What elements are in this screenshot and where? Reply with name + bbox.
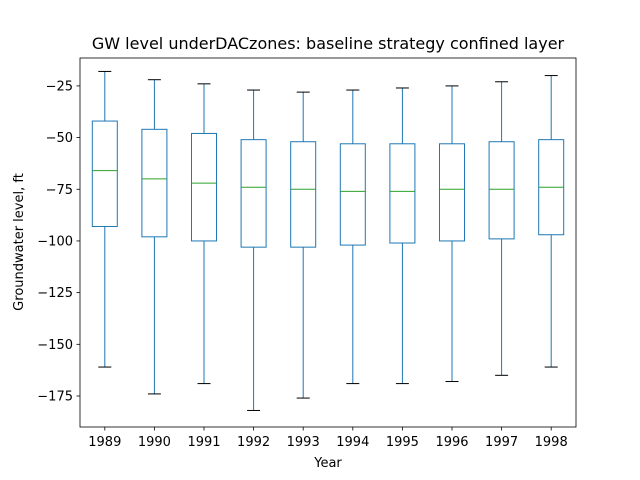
box-group-1994 [339,89,366,385]
box-iqr [290,141,317,248]
y-tick-label: −50 [46,131,73,146]
y-tick-label: −25 [46,79,73,94]
box-group-1992 [240,89,267,411]
box-iqr [488,141,515,240]
box-iqr [339,143,366,246]
y-tick-label: −175 [37,389,73,404]
y-tick-label: −75 [46,183,73,198]
x-tick-label: 1994 [336,435,369,450]
box-group-1993 [290,91,317,399]
box-group-1997 [488,81,515,376]
x-tick-label: 1997 [485,435,518,450]
box-iqr [389,143,416,244]
x-tick-label: 1990 [138,435,171,450]
box-group-1998 [538,75,565,368]
y-tick-label: −100 [37,234,73,249]
chart-title: GW level underDACzones: baseline strateg… [92,34,565,53]
plot-marks [91,70,565,411]
box-group-1991 [191,83,217,385]
x-axis-label: Year [313,456,342,471]
box-iqr [91,120,118,227]
x-tick-label: 1992 [237,435,270,450]
y-tick-label: −150 [37,338,73,353]
x-tick-label: 1996 [435,435,468,450]
box-group-1989 [91,70,118,368]
y-axis-label: Groundwater level, ft [12,173,27,311]
box-group-1995 [389,87,416,385]
box-iqr [439,143,465,242]
axes-frame [79,57,577,428]
box-iqr [240,139,267,248]
box-iqr [191,132,217,242]
x-tick-label: 1993 [287,435,320,450]
box-group-1990 [141,79,168,395]
x-tick-label: 1998 [535,435,568,450]
y-axis: −25 −50 −75 −100 −125 −150 −175 [37,79,80,404]
x-tick-label: 1995 [386,435,419,450]
x-axis: 1989 1990 1991 1992 1993 1994 1995 1996 1997 1998 [88,427,568,450]
x-tick-label: 1989 [88,435,121,450]
box-iqr [141,128,168,238]
box-group-1996 [439,85,465,383]
x-tick-label: 1991 [187,435,220,450]
y-tick-label: −125 [37,286,73,301]
